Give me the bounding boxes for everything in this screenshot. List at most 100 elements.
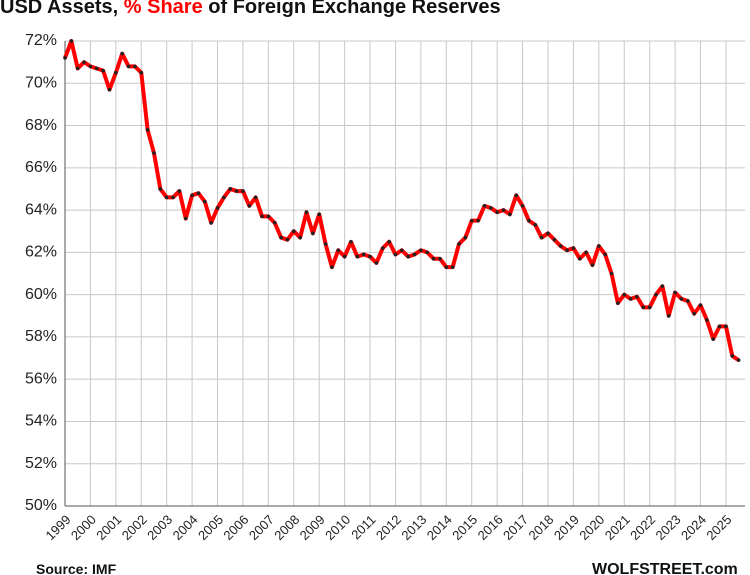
data-point [203, 199, 207, 204]
data-point [393, 252, 398, 257]
y-tick-label: 56% [25, 370, 57, 387]
data-point [323, 242, 328, 246]
data-point [126, 64, 131, 69]
data-point [75, 66, 80, 71]
y-tick-label: 50% [25, 497, 57, 514]
x-tick-label: 2022 [627, 512, 658, 543]
y-tick-label: 60% [25, 286, 57, 303]
x-tick-label: 2005 [195, 512, 226, 543]
x-tick-label: 2023 [653, 512, 684, 543]
data-point [495, 210, 499, 215]
x-tick-label: 2010 [322, 512, 353, 543]
data-point [482, 204, 487, 208]
title-highlight: % Share [124, 0, 203, 18]
data-point [616, 301, 620, 305]
data-point [552, 237, 557, 242]
x-tick-label: 2016 [475, 512, 506, 543]
data-point [736, 358, 741, 362]
y-tick-label: 54% [25, 413, 57, 430]
data-point [209, 220, 213, 225]
data-point [69, 39, 74, 43]
chart-title: USD Assets, % Share of Foreign Exchange … [0, 0, 501, 18]
data-point [533, 223, 538, 227]
x-tick-label: 2007 [246, 512, 277, 543]
data-point [590, 263, 595, 267]
grid: 50% 52% 54% 56% 58% 60% 62% 64% 66% 68% 70% 72% 1999… [25, 32, 745, 543]
data-point [457, 242, 461, 246]
data-point [215, 206, 220, 210]
x-tick-label: 2009 [297, 512, 328, 543]
data-point [641, 305, 646, 310]
data-point [584, 250, 588, 255]
x-tick-label: 2011 [348, 512, 378, 542]
x-tick-label: 2018 [525, 512, 556, 543]
plot [63, 39, 741, 362]
data-point [711, 337, 716, 341]
title-part: USD Assets, [0, 0, 118, 18]
data-point [628, 297, 633, 301]
data-point [508, 212, 512, 217]
data-point [260, 214, 264, 219]
x-tick-label: 2021 [602, 512, 633, 543]
x-tick-label: 2002 [119, 512, 150, 543]
data-point [673, 290, 677, 295]
data-point [241, 189, 245, 193]
x-tick-label: 2025 [703, 512, 734, 543]
data-point [101, 68, 105, 73]
data-point [666, 313, 671, 318]
title-part: of Foreign Exchange Reserves [208, 0, 500, 18]
data-point [387, 239, 391, 244]
x-tick-label: 2012 [373, 512, 404, 543]
data-point [349, 239, 353, 244]
y-tick-label: 68% [25, 117, 57, 134]
y-tick-label: 62% [25, 244, 57, 261]
data-point [419, 248, 423, 253]
data-point [330, 265, 334, 269]
data-point [400, 248, 404, 253]
data-point [114, 70, 118, 75]
data-point [609, 271, 614, 276]
data-point [412, 252, 417, 257]
x-tick-label: 2000 [68, 512, 99, 543]
data-point [234, 189, 239, 193]
data-point [501, 208, 506, 212]
data-point [374, 261, 379, 265]
data-point [444, 265, 449, 269]
brand: WOLFSTREET.com [592, 561, 738, 575]
data-point [450, 265, 455, 269]
data-point [304, 210, 309, 215]
data-point [686, 299, 690, 303]
data-point [247, 204, 252, 208]
data-point [527, 218, 531, 223]
data-point [298, 235, 302, 240]
data-point [558, 244, 563, 248]
data-line [63, 39, 740, 362]
data-point [164, 195, 169, 200]
data-point [266, 214, 271, 219]
data-point [317, 212, 322, 217]
x-tick-label: 2008 [271, 512, 302, 543]
x-tick-label: 2013 [398, 512, 429, 543]
data-point [577, 256, 582, 261]
x-tick-label: 2006 [220, 512, 251, 543]
x-tick-label: 2015 [449, 512, 480, 543]
data-point [152, 151, 156, 155]
data-point [705, 318, 709, 322]
data-point [647, 305, 652, 310]
data-point [368, 254, 372, 259]
data-point [94, 66, 99, 71]
data-point [158, 187, 163, 191]
data-point [660, 284, 665, 288]
data-point [222, 195, 226, 200]
data-point [431, 256, 436, 261]
y-tick-label: 70% [25, 74, 57, 91]
data-point [488, 206, 493, 210]
data-point [469, 218, 474, 223]
data-point [291, 229, 296, 234]
data-point [565, 248, 569, 253]
x-tick-label: 2003 [144, 512, 175, 543]
y-tick-label: 66% [25, 159, 57, 176]
data-point [571, 246, 576, 250]
data-point [361, 252, 366, 257]
